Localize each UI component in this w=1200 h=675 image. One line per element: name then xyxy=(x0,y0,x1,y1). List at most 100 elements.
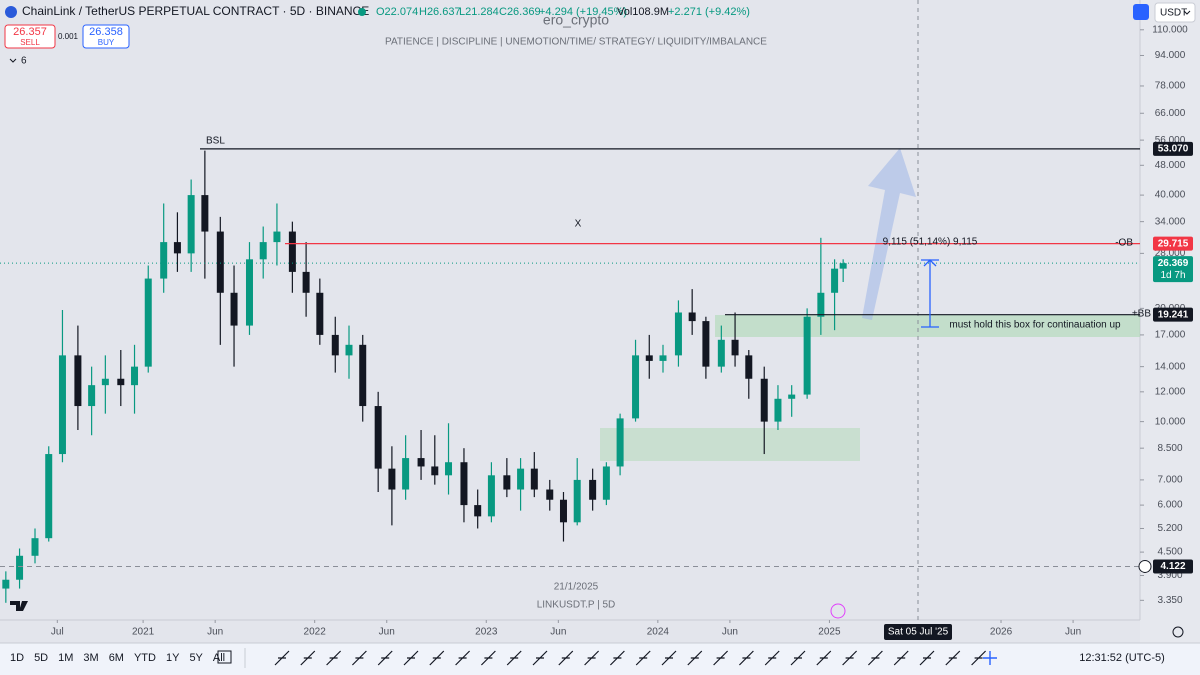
x-tick-label: 2021 xyxy=(132,627,155,638)
buy-price[interactable]: 26.358 xyxy=(89,26,123,38)
drawing-tool[interactable] xyxy=(635,650,651,666)
candle-body xyxy=(16,555,24,580)
candle-body xyxy=(546,489,554,500)
drawing-tool[interactable] xyxy=(790,650,806,666)
y-tick-label: 4.500 xyxy=(1157,547,1182,558)
y-tick-label: 3.900 xyxy=(1157,570,1182,581)
y-tick-label: 66.000 xyxy=(1155,108,1186,119)
buy-button[interactable] xyxy=(82,24,130,49)
candle-body xyxy=(659,355,667,361)
tv-logo[interactable] xyxy=(10,601,28,611)
candle-body xyxy=(288,231,296,272)
price-label: 26.369 xyxy=(1158,258,1189,269)
drawing-tool[interactable] xyxy=(867,650,883,666)
candle-body xyxy=(230,292,238,326)
candle-body xyxy=(74,355,82,407)
range-button[interactable]: 1M xyxy=(58,652,73,664)
drawing-tool[interactable] xyxy=(609,650,625,666)
drawing-tool[interactable] xyxy=(816,650,832,666)
candle-body xyxy=(144,278,152,367)
y-tick-label: 94.000 xyxy=(1155,50,1186,61)
y-tick-label: 28.000 xyxy=(1155,248,1186,259)
y-tick-label: 78.000 xyxy=(1155,81,1186,92)
indicators-toggle[interactable] xyxy=(9,58,17,63)
countdown: 1d 7h xyxy=(1160,270,1185,281)
range-button[interactable]: All xyxy=(213,652,225,664)
axis-settings[interactable] xyxy=(1172,626,1184,638)
drawing-tool[interactable] xyxy=(455,650,471,666)
event-icon[interactable] xyxy=(830,603,846,619)
bottom-toolbar xyxy=(0,643,1200,675)
drawing-tool[interactable] xyxy=(687,650,703,666)
drawing-tool[interactable] xyxy=(377,650,393,666)
y-tick-label: 40.000 xyxy=(1155,190,1186,201)
ohlc-change: +4.294 (+19.45%) xyxy=(539,6,627,18)
buy-label[interactable]: BUY xyxy=(98,38,115,47)
candle-body xyxy=(302,271,310,293)
range-button[interactable]: 6M xyxy=(109,652,124,664)
candle-body xyxy=(474,505,482,517)
bsl-label: BSL xyxy=(206,136,225,147)
x-label: X xyxy=(575,219,582,230)
watermark-date: 21/1/2025 xyxy=(554,582,599,593)
candle-body xyxy=(589,479,597,500)
sell-label[interactable]: SELL xyxy=(20,38,40,47)
drawing-tool[interactable] xyxy=(945,650,961,666)
drawing-tool[interactable] xyxy=(326,650,342,666)
range-button[interactable]: 1Y xyxy=(166,652,180,664)
drawing-tool[interactable] xyxy=(429,650,445,666)
symbol-title[interactable]: ChainLink / TetherUS PERPETUAL CONTRACT … xyxy=(22,4,369,18)
currency-caret[interactable] xyxy=(1183,10,1191,15)
range-button[interactable]: 1D xyxy=(10,652,24,664)
crosshair-tool[interactable] xyxy=(983,651,997,665)
candle-body xyxy=(259,242,267,260)
drawing-tool[interactable] xyxy=(300,650,316,666)
ohlc-low: L21.284 xyxy=(459,6,499,18)
candle-body xyxy=(388,468,396,490)
drawing-tool[interactable] xyxy=(558,650,574,666)
ob-label: -OB xyxy=(1115,238,1133,249)
indicators-count[interactable]: 6 xyxy=(21,56,27,67)
price-label-bg xyxy=(1153,236,1193,251)
drawing-tool[interactable] xyxy=(351,650,367,666)
projection-arrow xyxy=(862,148,916,320)
add-alert[interactable] xyxy=(1138,559,1152,573)
drawing-tool[interactable] xyxy=(842,650,858,666)
drawing-tool[interactable] xyxy=(713,650,729,666)
range-button[interactable]: YTD xyxy=(134,652,156,664)
measure-head xyxy=(923,259,937,267)
drawing-tool[interactable] xyxy=(532,650,548,666)
drawing-tool[interactable] xyxy=(584,650,600,666)
drawing-tool[interactable] xyxy=(893,650,909,666)
sell-button[interactable] xyxy=(4,24,56,49)
crosshair-date-bg xyxy=(884,624,952,640)
date-range-icon[interactable] xyxy=(217,650,232,664)
price-label: 4.122 xyxy=(1160,561,1185,572)
range-button[interactable]: 5D xyxy=(34,652,48,664)
currency-icon[interactable] xyxy=(1133,4,1149,20)
demand-box xyxy=(600,428,860,461)
drawing-tool[interactable] xyxy=(661,650,677,666)
range-button[interactable]: 3M xyxy=(83,652,98,664)
candle-body xyxy=(316,292,324,335)
candle-body xyxy=(602,466,610,500)
price-label-bg xyxy=(1153,256,1193,283)
toolbar-items: 1D 5D 1M 3M 6M YTD 1Y 5Y All xyxy=(10,648,997,668)
currency-select[interactable] xyxy=(1154,2,1196,23)
currency-label[interactable]: USDT xyxy=(1160,8,1187,19)
range-button[interactable]: 5Y xyxy=(189,652,203,664)
y-tick-label: 110.000 xyxy=(1152,24,1188,35)
drawing-tool[interactable] xyxy=(403,650,419,666)
drawing-tool[interactable] xyxy=(971,650,987,666)
drawing-tool[interactable] xyxy=(480,650,496,666)
drawing-tool[interactable] xyxy=(919,650,935,666)
drawing-tool[interactable] xyxy=(738,650,754,666)
drawing-tool[interactable] xyxy=(764,650,780,666)
motto: PATIENCE | DISCIPLINE | UNEMOTION/TIME/ … xyxy=(385,37,767,48)
drawing-tool[interactable] xyxy=(274,650,290,666)
drawing-tool[interactable] xyxy=(506,650,522,666)
sell-price[interactable]: 26.357 xyxy=(13,26,47,38)
price-label: 29.715 xyxy=(1158,238,1189,249)
candle-body xyxy=(745,355,753,379)
